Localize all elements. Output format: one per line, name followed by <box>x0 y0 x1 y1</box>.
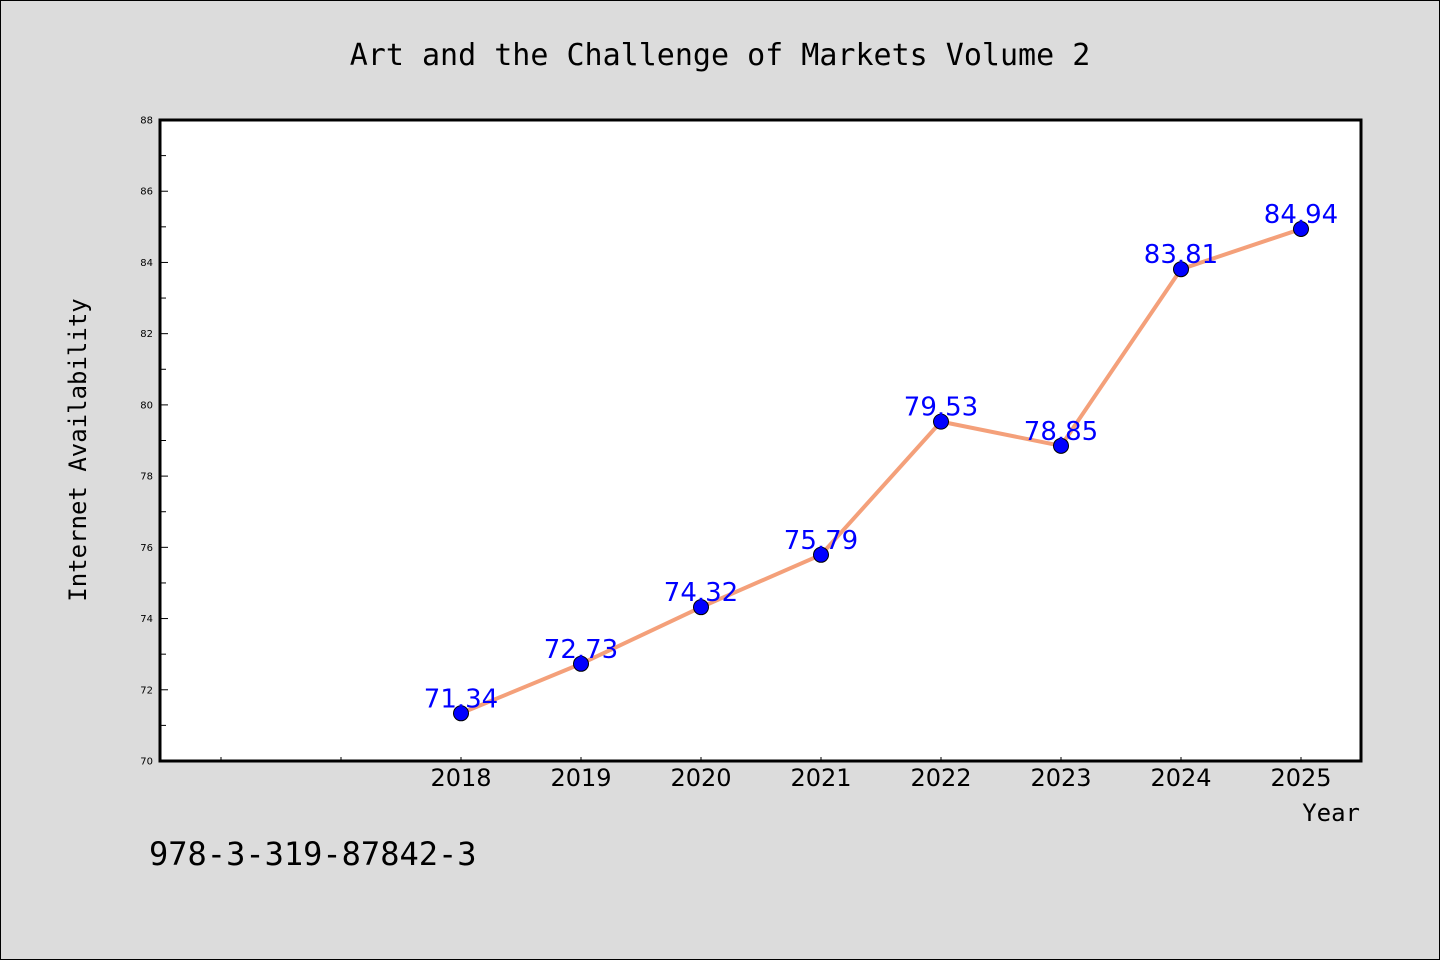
data-point <box>813 546 829 563</box>
x-tick-label: 2020 <box>670 764 731 792</box>
y-axis-ticks: 70 72 74 76 78 80 82 84 86 88 <box>140 116 168 768</box>
x-tick-label: 2022 <box>910 764 971 792</box>
data-label: 71.34 <box>424 684 498 714</box>
data-label: 83.81 <box>1144 240 1218 270</box>
y-tick-label: 82 <box>140 329 153 340</box>
isbn-annotation: 978-3-319-87842-3 <box>149 835 477 873</box>
x-tick-label: 2018 <box>430 764 491 792</box>
x-tick-label: 2025 <box>1270 764 1331 792</box>
data-point <box>933 413 949 430</box>
chart-title: Art and the Challenge of Markets Volume … <box>350 38 1091 73</box>
y-tick-label: 88 <box>140 116 153 127</box>
y-tick-label: 76 <box>140 543 153 554</box>
y-tick-label: 80 <box>140 400 153 411</box>
data-label: 84.94 <box>1264 200 1338 230</box>
data-label: 74.32 <box>664 578 738 608</box>
data-point <box>1053 437 1069 454</box>
data-point <box>693 599 709 616</box>
series-layer <box>453 220 1309 722</box>
x-tick-label: 2019 <box>550 764 611 792</box>
x-axis-label: Year <box>1302 799 1360 827</box>
plot-area <box>158 118 1363 763</box>
y-tick-label: 70 <box>140 757 153 768</box>
y-tick-label: 78 <box>140 472 153 483</box>
data-point <box>573 655 589 672</box>
y-tick-label: 72 <box>140 685 153 696</box>
y-tick-label: 84 <box>140 258 153 269</box>
data-label: 75.79 <box>784 526 858 556</box>
y-axis-label: Internet Availability <box>64 298 92 601</box>
x-axis-ticks: 2018 2019 2020 2021 2022 2023 2024 2025 <box>220 757 1332 792</box>
data-point <box>1173 261 1189 278</box>
data-point <box>1293 220 1309 237</box>
y-tick-label: 86 <box>140 187 153 198</box>
y-tick-label: 74 <box>140 614 153 625</box>
data-point <box>453 705 469 722</box>
x-tick-label: 2021 <box>790 764 851 792</box>
x-tick-label: 2023 <box>1030 764 1091 792</box>
data-labels-layer: 71.34 72.73 74.32 75.79 79.53 78.85 83.81 84.94 <box>424 200 1338 714</box>
data-label: 79.53 <box>904 393 978 423</box>
x-tick-label: 2024 <box>1150 764 1211 792</box>
data-label: 72.73 <box>544 635 618 665</box>
series-line <box>459 226 1303 716</box>
data-label: 78.85 <box>1024 417 1098 447</box>
